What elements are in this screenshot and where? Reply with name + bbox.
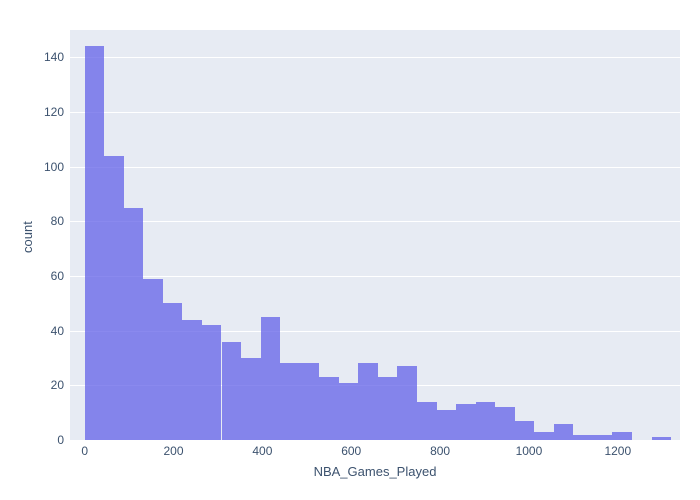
- gridline: [70, 112, 680, 113]
- histogram-bar: [319, 377, 339, 440]
- histogram-bar: [456, 404, 476, 440]
- histogram-bar: [261, 317, 281, 440]
- histogram-bar: [104, 156, 124, 440]
- histogram-figure: 0 200 400 600 800 1000 1200 0 20 40 60 80 100 120 140…: [0, 0, 700, 500]
- histogram-bar: [241, 358, 261, 440]
- histogram-bar: [437, 410, 457, 440]
- histogram-bar: [476, 402, 496, 440]
- histogram-bar: [85, 46, 105, 440]
- gridline: [70, 440, 680, 441]
- histogram-bar: [652, 437, 672, 440]
- x-tick-label: 400: [252, 444, 272, 458]
- gridline: [70, 57, 680, 58]
- x-tick-label: 1200: [604, 444, 631, 458]
- y-tick-label: 20: [38, 378, 64, 392]
- y-tick-label: 120: [38, 105, 64, 119]
- y-tick-label: 80: [38, 214, 64, 228]
- x-tick-label: 800: [430, 444, 450, 458]
- histogram-bar: [202, 325, 222, 440]
- histogram-bar: [397, 366, 417, 440]
- gridline: [70, 167, 680, 168]
- gridline: [70, 221, 680, 222]
- x-tick-label: 0: [81, 444, 88, 458]
- y-tick-label: 140: [38, 50, 64, 64]
- histogram-bar: [573, 435, 593, 440]
- histogram-bar: [182, 320, 202, 440]
- histogram-bar: [554, 424, 574, 440]
- plot-area: [70, 30, 680, 440]
- histogram-bar: [593, 435, 613, 440]
- histogram-bar: [358, 363, 378, 440]
- histogram-bar: [280, 363, 300, 440]
- histogram-bar: [143, 279, 163, 440]
- histogram-bar: [163, 303, 183, 440]
- x-tick-label: 200: [164, 444, 184, 458]
- histogram-bar: [339, 383, 359, 440]
- x-axis-label: NBA_Games_Played: [314, 464, 437, 479]
- histogram-bar: [495, 407, 515, 440]
- histogram-bar: [222, 342, 242, 440]
- histogram-bar: [612, 432, 632, 440]
- histogram-bar: [534, 432, 554, 440]
- x-tick-label: 1000: [516, 444, 543, 458]
- gridline: [70, 276, 680, 277]
- y-tick-label: 0: [38, 433, 64, 447]
- histogram-bar: [124, 208, 144, 440]
- histogram-bar: [378, 377, 398, 440]
- histogram-bar: [417, 402, 437, 440]
- histogram-bar: [300, 363, 320, 440]
- x-tick-label: 600: [341, 444, 361, 458]
- histogram-bar: [515, 421, 535, 440]
- y-axis-label: count: [20, 221, 35, 253]
- y-tick-label: 60: [38, 269, 64, 283]
- y-tick-label: 100: [38, 160, 64, 174]
- y-tick-label: 40: [38, 324, 64, 338]
